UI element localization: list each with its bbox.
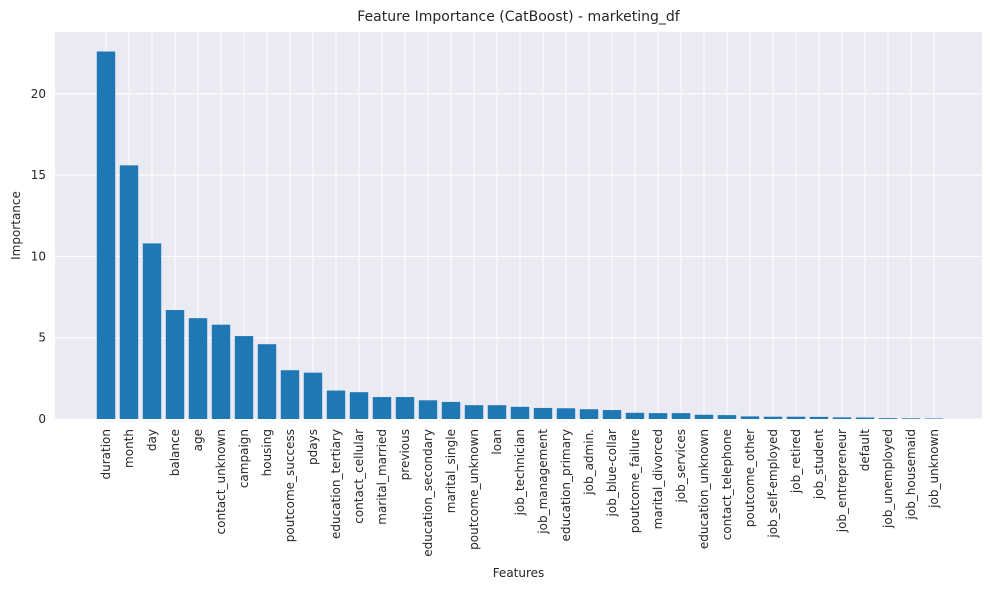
plot-background	[55, 32, 982, 419]
x-tick-label: job_entrepreneur	[835, 429, 849, 533]
x-tick-label: education_secondary	[421, 429, 435, 557]
y-tick-label: 10	[31, 249, 46, 263]
x-tick-label: job_management	[536, 429, 550, 535]
bar-education_primary	[556, 408, 576, 419]
bar-campaign	[234, 336, 254, 419]
bar-pdays	[303, 372, 323, 419]
bar-job_self-employed	[763, 416, 783, 419]
y-ticks: 0 5 10 15 20	[31, 87, 46, 426]
x-tick-label: contact_telephone	[720, 429, 734, 540]
bar-marital_divorced	[648, 413, 668, 419]
x-tick-label: duration	[99, 429, 113, 480]
x-tick-label: marital_divorced	[651, 429, 665, 529]
bar-default	[855, 417, 875, 419]
bar-poutcome_failure	[625, 412, 645, 419]
x-tick-label: job_services	[674, 429, 688, 504]
x-tick-label: previous	[398, 429, 412, 480]
bar-job_services	[671, 413, 691, 419]
bar-job_entrepreneur	[832, 417, 852, 419]
bar-job_unemployed	[878, 418, 898, 419]
bar-loan	[487, 405, 507, 419]
bar-age	[188, 318, 208, 419]
bar-poutcome_unknown	[464, 405, 484, 419]
x-tick-label: campaign	[237, 429, 251, 488]
y-tick-label: 0	[38, 412, 46, 426]
bar-month	[119, 165, 139, 419]
x-tick-label: job_retired	[789, 429, 803, 494]
x-ticks: duration month day balance age contact_unknow…	[99, 429, 941, 557]
x-tick-label: contact_cellular	[352, 429, 366, 524]
bar-contact_cellular	[349, 392, 369, 419]
bar-job_student	[809, 416, 829, 419]
y-tick-label: 5	[38, 331, 46, 345]
bar-marital_single	[441, 401, 461, 419]
bar-job_admin.	[579, 409, 599, 419]
bars	[96, 51, 944, 419]
x-tick-label: default	[858, 429, 872, 472]
x-tick-label: poutcome_unknown	[467, 429, 481, 550]
bar-job_housemaid	[901, 418, 921, 419]
x-tick-label: pdays	[306, 429, 320, 465]
x-tick-label: balance	[168, 429, 182, 476]
bar-job_retired	[786, 416, 806, 419]
bar-poutcome_success	[280, 370, 300, 419]
x-tick-label: education_unknown	[697, 429, 711, 549]
x-tick-label: contact_unknown	[214, 429, 228, 534]
x-tick-label: marital_married	[375, 429, 389, 525]
chart-title: Feature Importance (CatBoost) - marketin…	[357, 9, 680, 25]
x-tick-label: job_unknown	[927, 429, 941, 509]
bar-job_blue-collar	[602, 410, 622, 419]
bar-housing	[257, 344, 277, 419]
bar-education_unknown	[694, 414, 714, 419]
x-tick-label: job_blue-collar	[605, 429, 619, 518]
x-tick-label: education_primary	[559, 429, 573, 542]
x-tick-label: job_technician	[513, 429, 527, 516]
x-tick-label: job_admin.	[582, 429, 596, 496]
bar-day	[142, 243, 162, 419]
x-tick-label: loan	[490, 429, 504, 455]
bar-education_tertiary	[326, 390, 346, 419]
bar-duration	[96, 51, 116, 419]
bar-job_management	[533, 407, 553, 419]
x-tick-label: poutcome_other	[743, 429, 757, 527]
bar-job_technician	[510, 406, 530, 419]
x-tick-label: marital_single	[444, 429, 458, 513]
x-tick-label: job_self-employed	[766, 429, 780, 539]
x-tick-label: poutcome_failure	[628, 429, 642, 533]
bar-contact_telephone	[717, 415, 737, 419]
y-tick-label: 15	[31, 168, 46, 182]
x-tick-label: day	[145, 429, 159, 451]
bar-balance	[165, 310, 185, 419]
x-tick-label: job_housemaid	[904, 429, 918, 520]
bar-previous	[395, 397, 415, 419]
bar-education_secondary	[418, 400, 438, 419]
x-tick-label: education_tertiary	[329, 429, 343, 539]
y-axis-label: Importance	[9, 191, 23, 260]
x-tick-label: job_student	[812, 429, 826, 500]
x-tick-label: housing	[260, 429, 274, 476]
bar-marital_married	[372, 397, 392, 419]
x-tick-label: job_unemployed	[881, 429, 895, 529]
x-tick-label: poutcome_success	[283, 429, 297, 542]
x-tick-label: age	[191, 429, 205, 451]
bar-poutcome_other	[740, 416, 760, 419]
x-tick-label: month	[122, 429, 136, 468]
y-tick-label: 20	[31, 87, 46, 101]
bar-contact_unknown	[211, 324, 231, 419]
x-axis-label: Features	[493, 566, 545, 580]
